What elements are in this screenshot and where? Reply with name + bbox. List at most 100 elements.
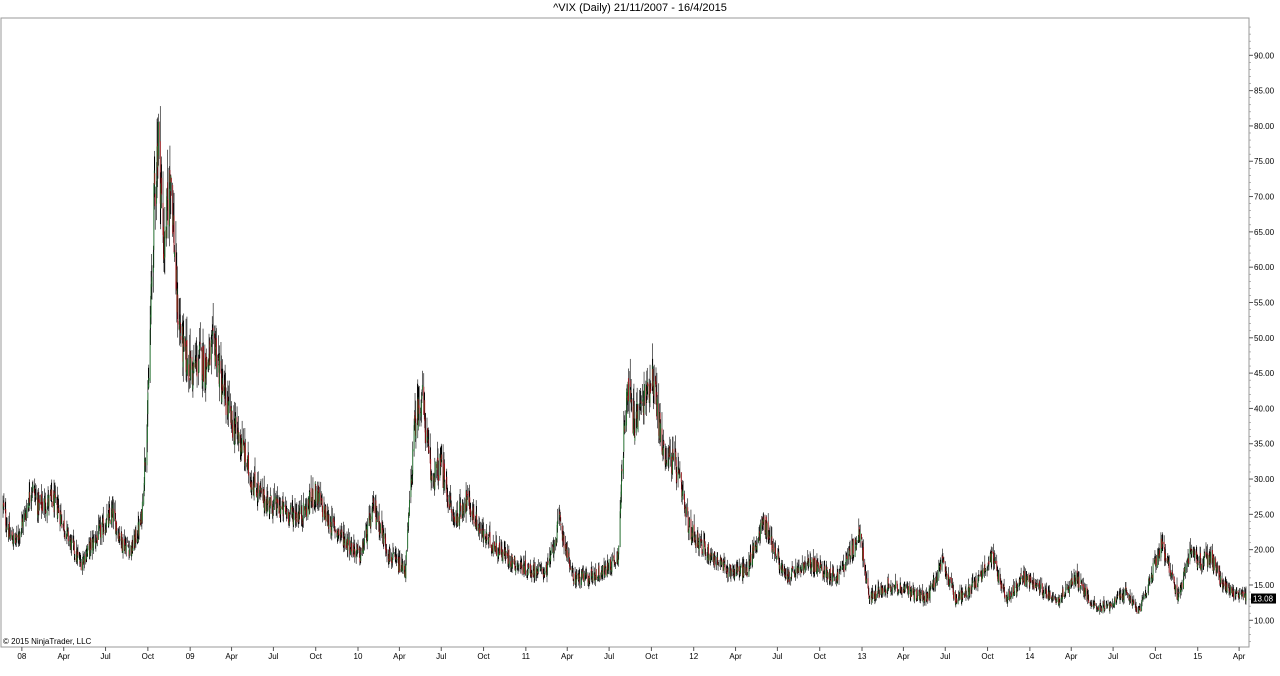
candle-body: [205, 378, 207, 389]
candle-body: [727, 573, 729, 577]
candle-body: [140, 520, 142, 524]
candle-body: [1070, 580, 1072, 587]
x-axis: 08 Apr Jul Oct 09 Apr Jul Oct 10 Apr Jul Oct 11 Apr Ju…: [17, 647, 1246, 661]
candle-body: [1061, 597, 1063, 599]
candle-body: [411, 479, 413, 484]
candle-body: [1199, 562, 1201, 563]
candle-body: [598, 565, 600, 576]
candle-body: [896, 581, 898, 586]
candle-body: [503, 550, 505, 555]
candle-body: [653, 381, 655, 395]
candle-body: [179, 319, 181, 330]
candle-body: [234, 427, 236, 433]
candle-body: [22, 521, 24, 528]
candle-body: [688, 525, 690, 534]
candle-body: [595, 569, 597, 580]
candle-body: [916, 600, 918, 601]
candle-body: [218, 358, 220, 360]
candle-body: [1143, 596, 1144, 599]
candle-body: [300, 506, 302, 520]
candle-body: [922, 598, 924, 603]
candle-body: [1036, 583, 1038, 588]
candle-body: [341, 529, 343, 533]
candle-body: [182, 334, 184, 368]
candle-body: [401, 561, 403, 571]
candle-body: [594, 576, 596, 582]
candle-body: [775, 555, 777, 558]
candle-body: [1109, 604, 1111, 611]
candle-body: [1238, 594, 1240, 599]
candle-body: [804, 564, 805, 566]
candle-body: [604, 565, 606, 568]
x-tick-label: Apr: [561, 652, 574, 661]
candle-body: [1125, 586, 1127, 590]
candle-body: [843, 565, 845, 572]
candle-body: [320, 500, 322, 504]
candle-body: [220, 371, 222, 399]
candle-body: [324, 513, 326, 520]
candle-body: [659, 417, 661, 419]
candle-body: [1176, 584, 1178, 599]
candle-body: [461, 504, 463, 518]
candle-body: [536, 571, 538, 574]
candle-body: [894, 586, 896, 587]
candle-body: [1125, 590, 1127, 593]
candle-body: [352, 546, 354, 553]
candle-body: [173, 215, 175, 253]
candle-body: [685, 507, 687, 515]
candle-body: [962, 592, 964, 598]
candle-body: [90, 538, 92, 551]
candle-body: [285, 508, 287, 513]
candle-body: [127, 544, 129, 547]
candle-body: [118, 532, 120, 540]
candle-body: [859, 531, 861, 541]
candle-body: [571, 568, 573, 572]
x-tick-label: Jul: [772, 652, 782, 661]
candle-body: [1061, 597, 1063, 600]
candle-body: [827, 573, 829, 578]
candle-body: [743, 566, 745, 576]
candle-body: [12, 543, 14, 545]
candle-body: [807, 558, 809, 563]
candle-body: [181, 325, 183, 336]
candle-body: [972, 580, 974, 582]
candle-body: [965, 589, 967, 597]
candle-body: [1070, 578, 1072, 585]
candle-body: [1022, 578, 1024, 582]
candle-body: [604, 572, 605, 578]
candle-body: [323, 506, 325, 518]
candle-body: [124, 545, 126, 550]
candle-body: [833, 572, 834, 577]
candle-body: [677, 466, 679, 480]
candle-body: [409, 499, 410, 516]
candle-body: [1051, 596, 1053, 600]
candle-body: [659, 412, 661, 440]
candle-body: [1049, 592, 1051, 599]
candle-body: [439, 454, 441, 478]
candle-body: [836, 577, 838, 582]
candle-body: [437, 458, 439, 477]
candle-body: [983, 569, 985, 574]
candle-body: [407, 529, 409, 549]
candle-body: [1241, 594, 1243, 597]
candle-body: [211, 334, 213, 335]
candle-body: [1159, 550, 1160, 556]
candle-body: [739, 571, 741, 575]
candle-body: [298, 514, 300, 522]
candle-body: [1084, 587, 1086, 597]
candle-body: [1018, 579, 1020, 588]
candle-body: [722, 559, 724, 572]
candle-body: [799, 567, 801, 570]
candle-body: [325, 505, 327, 522]
candle-body: [497, 555, 499, 558]
candle-body: [457, 516, 459, 526]
candle-body: [240, 444, 242, 451]
candle-body: [438, 475, 439, 481]
candle-body: [198, 360, 200, 373]
candle-body: [895, 581, 897, 588]
candle-body: [639, 403, 641, 405]
candle-body: [647, 382, 649, 387]
candle-body: [1083, 584, 1085, 595]
candle-body: [209, 344, 210, 348]
candle-body: [235, 416, 237, 425]
